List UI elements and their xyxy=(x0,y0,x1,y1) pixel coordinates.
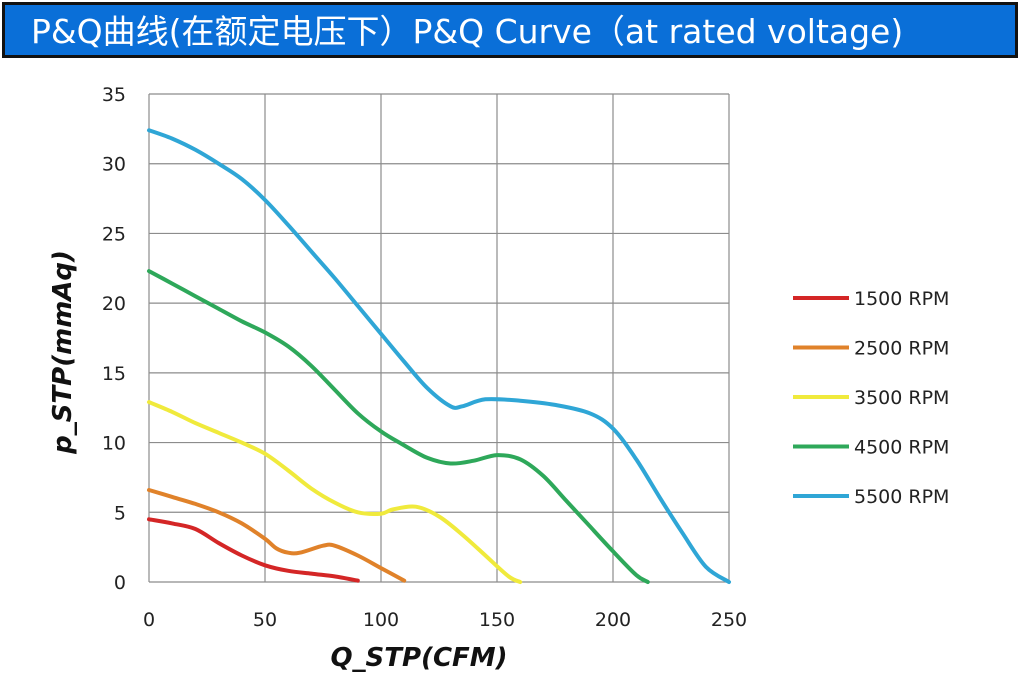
x-tick-label: 50 xyxy=(253,609,277,631)
x-tick-label: 250 xyxy=(711,609,747,631)
y-tick-label: 30 xyxy=(102,154,126,176)
legend-label: 3500 RPM xyxy=(854,387,949,409)
chart-grid xyxy=(148,93,730,583)
legend-label: 5500 RPM xyxy=(854,486,949,508)
chart-axes: 0 5 10 15 20 25 30 35 0 50 100 150 200 250 Q_STP(CFM) p… xyxy=(48,84,747,673)
y-tick-label: 25 xyxy=(102,223,126,245)
chart-series xyxy=(147,128,731,584)
y-tick-label: 20 xyxy=(102,293,126,315)
legend-label: 4500 RPM xyxy=(854,437,949,459)
y-tick-label: 0 xyxy=(114,572,126,594)
x-tick-label: 100 xyxy=(363,609,399,631)
y-tick-label: 35 xyxy=(102,84,126,106)
series-line-4500-rpm xyxy=(147,269,650,584)
x-tick-label: 150 xyxy=(479,609,515,631)
y-axis-title: p_STP(mmAq) xyxy=(48,250,78,455)
series-line-3500-rpm xyxy=(147,400,523,584)
x-tick-label: 200 xyxy=(595,609,631,631)
series-line-2500-rpm xyxy=(147,488,407,583)
y-tick-label: 10 xyxy=(102,433,126,455)
x-axis-title: Q_STP(CFM) xyxy=(330,643,507,673)
x-tick-label: 0 xyxy=(143,609,155,631)
chart-legend: 1500 RPM 2500 RPM 3500 RPM 4500 RPM 5500 RPM xyxy=(793,288,949,508)
y-tick-label: 15 xyxy=(102,363,126,385)
series-line-1500-rpm xyxy=(147,517,360,583)
title-banner: P&Q曲线(在额定电压下）P&Q Curve（at rated voltage) xyxy=(2,2,1018,58)
series-line-5500-rpm xyxy=(147,128,731,584)
page-title: P&Q曲线(在额定电压下）P&Q Curve（at rated voltage) xyxy=(31,12,904,51)
legend-label: 2500 RPM xyxy=(854,338,949,360)
y-tick-label: 5 xyxy=(114,502,126,524)
legend-label: 1500 RPM xyxy=(854,288,949,310)
